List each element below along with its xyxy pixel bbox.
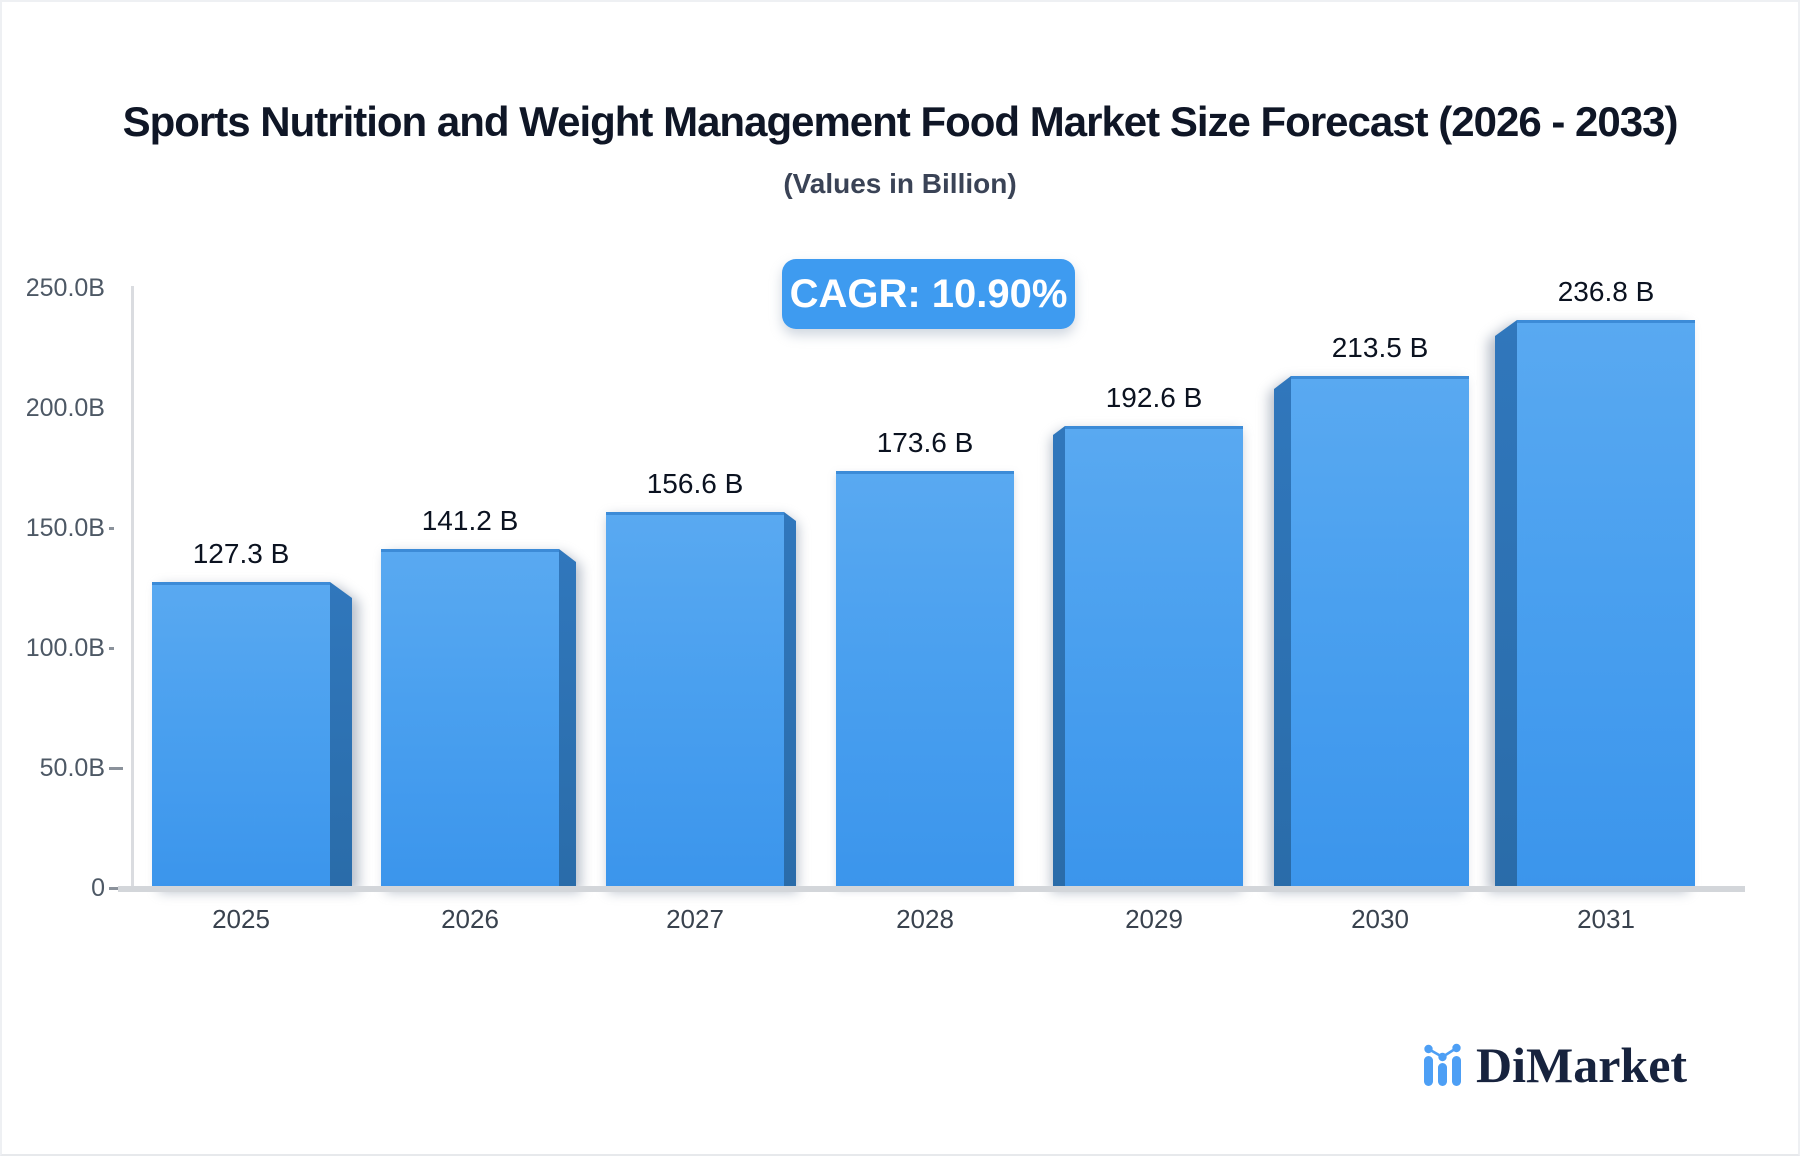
x-axis-category-label: 2027 <box>666 904 724 934</box>
x-axis-category-label: 2031 <box>1577 904 1635 934</box>
bar-2030 <box>1274 376 1469 888</box>
bar-face <box>1291 376 1469 888</box>
bar-face <box>836 471 1014 888</box>
bar-face <box>1517 320 1695 888</box>
bar-2031 <box>1495 320 1695 888</box>
x-axis-category-label: 2030 <box>1351 904 1409 934</box>
bar-value-label: 156.6 B <box>646 468 744 499</box>
y-axis-tick-label: 150.0B <box>25 514 105 542</box>
bar-2028 <box>836 471 1014 888</box>
bar-2027 <box>606 512 796 888</box>
bar-side-face <box>1495 320 1517 888</box>
bar-side-face <box>1274 376 1291 888</box>
bar-value-label: 236.8 B <box>1557 276 1655 307</box>
x-axis-category-label: 2025 <box>212 904 270 934</box>
bar-2025 <box>152 582 352 888</box>
bar-side-face <box>330 582 352 888</box>
chart-title: Sports Nutrition and Weight Management F… <box>122 98 1679 145</box>
y-axis-tick-label: 50.0B <box>39 754 105 782</box>
y-axis-tick-label: 100.0B <box>25 634 105 662</box>
bar-face <box>381 549 559 888</box>
bar-side-face <box>559 549 576 888</box>
bar-value-label: 173.6 B <box>876 427 974 458</box>
x-axis-category-label: 2026 <box>441 904 499 934</box>
brand-logo-text: DiMarket <box>1476 1037 1688 1093</box>
y-axis-tick-mark <box>109 887 125 890</box>
bar-side-face <box>1053 426 1065 888</box>
cagr-badge: CAGR: 10.90% <box>782 259 1075 329</box>
cagr-badge-label: CAGR: 10.90% <box>789 271 1068 316</box>
chart-subtitle: (Values in Billion) <box>783 168 1017 199</box>
bar-value-label: 192.6 B <box>1105 382 1203 413</box>
y-axis-tick-mark <box>109 647 114 650</box>
x-axis-category-label: 2028 <box>896 904 954 934</box>
bar-value-label: 141.2 B <box>421 505 519 536</box>
y-axis-tick-label: 0 <box>91 874 105 902</box>
bar-2026 <box>381 549 576 888</box>
bar-2029 <box>1053 426 1243 888</box>
y-axis-tick-label: 200.0B <box>25 394 105 422</box>
bar-face <box>152 582 330 888</box>
y-axis-tick-mark <box>109 527 114 530</box>
y-axis-tick-label: 250.0B <box>25 274 105 302</box>
mini-bar-chart-logo-icon <box>1424 1043 1461 1086</box>
y-axis-tick-mark <box>109 767 123 770</box>
bar-face <box>1065 426 1243 888</box>
bar-value-label: 127.3 B <box>192 538 290 569</box>
x-axis-category-label: 2029 <box>1125 904 1183 934</box>
x-axis-baseline <box>118 886 1745 892</box>
bar-face <box>606 512 784 888</box>
bar-side-face <box>784 512 796 888</box>
bar-value-label: 213.5 B <box>1331 332 1429 363</box>
y-axis-line <box>131 286 134 892</box>
brand-logo: DiMarket <box>1422 1037 1688 1093</box>
